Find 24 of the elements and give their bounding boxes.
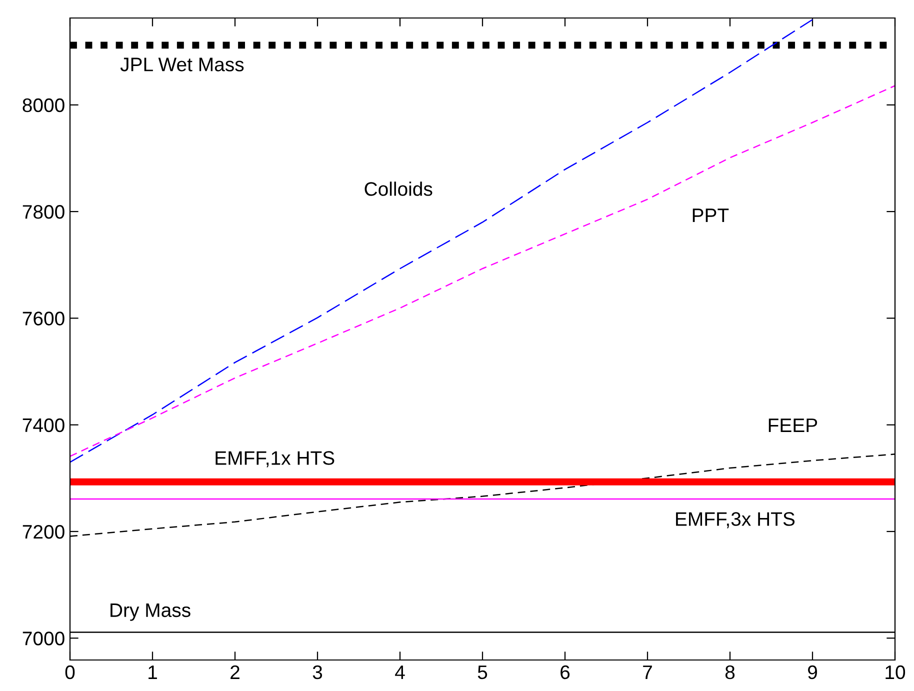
x-tick-label: 3 <box>312 665 322 680</box>
series-label: EMFF,3x HTS <box>676 512 795 528</box>
series-label: EMFF,1x HTS <box>216 451 334 468</box>
series-label: JPL Wet Mass <box>120 58 244 72</box>
y-tick-label: 7400 <box>22 418 64 432</box>
y-tick-label: 8000 <box>22 98 64 112</box>
x-tick-label: 7 <box>643 666 652 679</box>
series-label: FEEP <box>768 418 818 432</box>
y-tick-label: 7200 <box>22 524 64 539</box>
x-tick-label: 5 <box>478 666 488 680</box>
series-label: Dry Mass <box>110 604 190 621</box>
x-tick-label: 1 <box>148 666 157 679</box>
y-tick-label: 7600 <box>22 312 64 326</box>
text: Colloids <box>364 182 432 196</box>
x-tick-label: 10 <box>886 665 906 680</box>
x-tick-label: 2 <box>230 665 240 679</box>
x-tick-label: 0 <box>65 665 75 680</box>
x-tick-label: 9 <box>808 665 817 680</box>
x-tick-label: 4 <box>395 666 405 679</box>
x-tick-label: 8 <box>725 665 735 680</box>
series-label: PPT <box>692 208 729 222</box>
y-tick-label: 7800 <box>22 205 64 219</box>
y-tick-label: 7000 <box>22 632 64 646</box>
x-tick-label: 6 <box>560 665 570 680</box>
